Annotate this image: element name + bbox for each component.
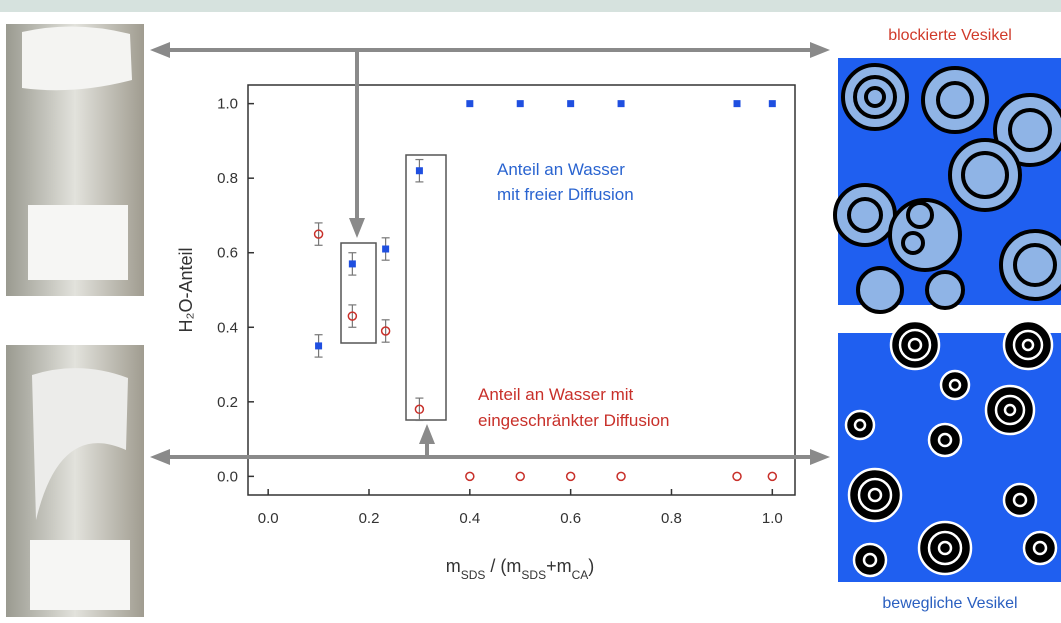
y-tick-label: 1.0: [217, 96, 238, 113]
point: [313, 229, 324, 239]
x-axis-label-part: ): [588, 556, 594, 576]
x-axis-label-part: m: [446, 556, 461, 576]
point: [348, 260, 356, 268]
point: [515, 471, 525, 482]
highlight-box: [340, 242, 377, 344]
photo-liquid: [6, 345, 144, 617]
error-bar: [415, 397, 424, 422]
label-mobile: bewegliche Vesikel: [882, 595, 1017, 612]
error-bar: [348, 304, 357, 328]
annotation-restricted: eingeschränkter Diffusion: [478, 411, 670, 430]
y-tick-label: 0.8: [217, 170, 238, 187]
point: [733, 100, 741, 108]
plot-frame: [247, 84, 796, 496]
point: [768, 100, 776, 108]
annotation-restricted: Anteil an Wasser mit: [478, 385, 634, 404]
point: [616, 471, 626, 482]
x-axis-label: mSDS / (mSDS+mCA): [446, 556, 595, 582]
point: [347, 311, 358, 321]
point: [382, 245, 390, 253]
y-tick-label: 0.6: [217, 245, 238, 262]
error-bar: [381, 319, 390, 343]
error-bar: [314, 222, 323, 246]
point: [466, 100, 474, 108]
x-tick-label: 0.6: [560, 510, 581, 527]
x-tick-label: 0.2: [359, 510, 380, 527]
annotation-free: Anteil an Wasser: [497, 160, 625, 179]
point: [767, 471, 778, 482]
y-axis-label: H₂O-Anteil: [176, 247, 196, 332]
x-axis-label-part: SDS: [521, 568, 546, 582]
y-tick-label: 0.0: [217, 468, 238, 485]
point: [516, 100, 524, 108]
point: [415, 167, 423, 175]
vesicles-mobile: [838, 319, 1061, 582]
x-tick-label: 0.0: [258, 510, 279, 527]
point: [414, 404, 425, 415]
highlight-box: [405, 154, 447, 421]
x-axis-label-part: / (m: [485, 556, 521, 576]
x-axis-label-part: CA: [572, 568, 589, 582]
vesicles-blocked: [833, 58, 1061, 314]
point: [315, 342, 323, 350]
point: [565, 471, 576, 482]
photo-gel: [6, 24, 144, 296]
point: [465, 471, 475, 482]
point: [617, 100, 625, 108]
annotation-free: mit freier Diffusion: [497, 185, 634, 204]
point: [380, 326, 391, 336]
x-tick-label: 0.4: [459, 510, 480, 527]
point: [732, 471, 742, 482]
y-tick-label: 0.4: [217, 319, 238, 336]
x-axis-label-part: +m: [546, 556, 572, 576]
x-axis-label-part: SDS: [461, 568, 486, 582]
y-tick-label: 0.2: [217, 394, 238, 411]
x-tick-label: 1.0: [762, 510, 783, 527]
point: [567, 100, 575, 108]
label-blocked: blockierte Vesikel: [888, 27, 1012, 44]
arrows: [150, 42, 830, 465]
x-tick-label: 0.8: [661, 510, 682, 527]
